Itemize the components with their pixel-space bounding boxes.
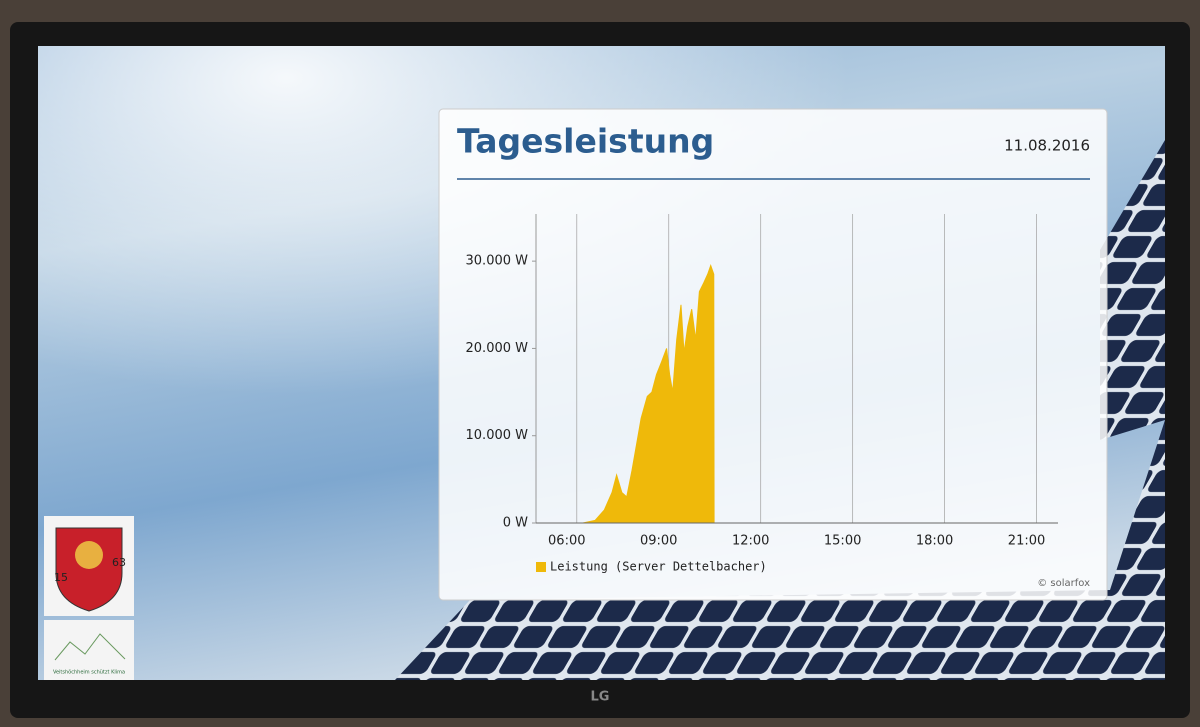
y-tick-label: 10.000 W xyxy=(466,428,529,443)
credit: © solarfox xyxy=(1037,578,1090,589)
legend-swatch xyxy=(536,562,546,572)
legend-label: Leistung (Server Dettelbacher) xyxy=(550,560,767,574)
chart-date: 11.08.2016 xyxy=(1004,137,1090,155)
y-tick-label: 0 W xyxy=(503,516,528,531)
crest-figure xyxy=(75,541,103,569)
solar-panels xyxy=(1100,140,1165,440)
badge-caption: Veitshöchheim schützt Klima xyxy=(53,670,125,676)
chart-panel xyxy=(438,108,1108,601)
area xyxy=(582,263,715,524)
x-tick-label: 15:00 xyxy=(824,534,861,549)
solar-panels xyxy=(395,420,1165,680)
badge: 15 63 Veitshöchheim schützt Klima xyxy=(44,516,134,680)
plot: 0 W 10.000 W 20.000 W 30.000 W 06:00 09:00 12:… xyxy=(466,214,1058,574)
y-tick-label: 20.000 W xyxy=(466,341,529,356)
badge-year: 15 xyxy=(54,571,68,584)
x-tick-label: 12:00 xyxy=(732,534,769,549)
badge-year: 63 xyxy=(112,556,126,569)
x-tick-label: 21:00 xyxy=(1008,534,1045,549)
x-tick-label: 18:00 xyxy=(916,534,953,549)
logo-drawing xyxy=(54,633,126,661)
x-tick-label: 09:00 xyxy=(640,534,677,549)
x-tick-label: 06:00 xyxy=(548,534,585,549)
y-tick-label: 30.000 W xyxy=(466,254,529,269)
crest xyxy=(55,527,123,612)
badge-logo-bg xyxy=(44,620,134,680)
chart-title: Tagesleistung xyxy=(457,122,714,161)
brand: LG xyxy=(591,690,610,705)
